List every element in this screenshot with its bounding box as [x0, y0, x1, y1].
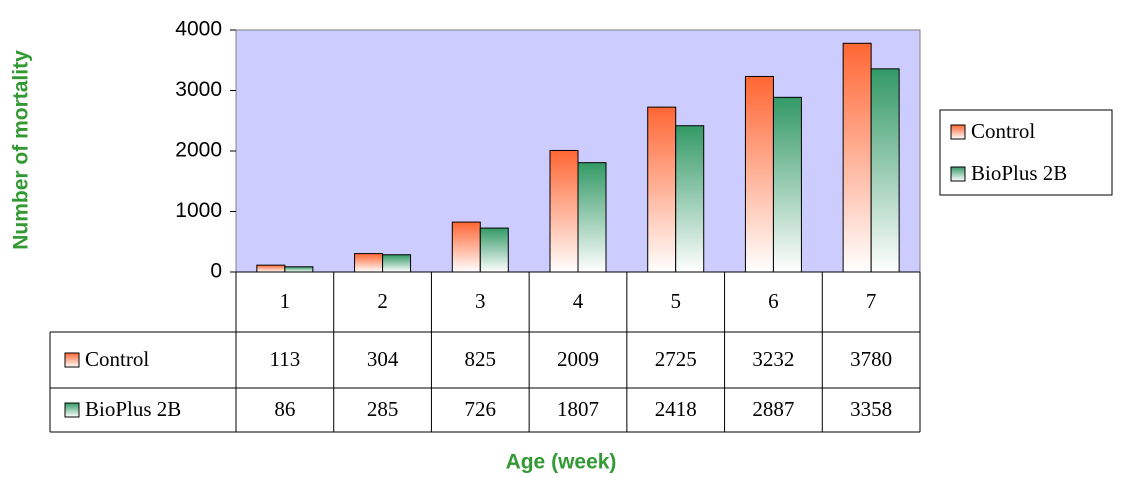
table-value: 2418 — [655, 397, 697, 421]
x-tick-label: 3 — [475, 289, 486, 313]
bar — [744, 75, 774, 273]
table-value: 2725 — [655, 347, 697, 371]
y-tick-label: 3000 — [175, 78, 222, 101]
y-tick-label: 1000 — [175, 199, 222, 222]
legend-label: Control — [971, 119, 1035, 143]
table-value: 2887 — [752, 397, 794, 421]
y-tick-label: 0 — [210, 260, 222, 283]
bar — [647, 106, 677, 273]
legend-label: BioPlus 2B — [971, 161, 1067, 185]
table-row-label: BioPlus 2B — [85, 397, 181, 421]
table-value: 825 — [465, 347, 497, 371]
bar — [479, 227, 509, 273]
bar — [549, 149, 579, 273]
bar — [577, 162, 607, 273]
x-tick-label: 6 — [768, 289, 779, 313]
bar — [675, 125, 705, 273]
x-tick-label: 5 — [670, 289, 681, 313]
legend-key — [64, 402, 80, 418]
bar — [284, 266, 314, 273]
table-row-label: Control — [85, 347, 149, 371]
table-value: 1807 — [557, 397, 599, 421]
legend-key — [950, 166, 966, 182]
table-value: 726 — [465, 397, 497, 421]
y-tick-label: 2000 — [175, 139, 222, 162]
y-axis-label: Number of mortality — [10, 50, 33, 250]
bar — [870, 68, 900, 273]
x-tick-label: 4 — [573, 289, 584, 313]
legend-box — [939, 109, 1113, 196]
legend-key — [950, 124, 966, 140]
y-tick-label: 4000 — [175, 18, 222, 41]
table-value: 86 — [274, 397, 295, 421]
bar — [382, 254, 412, 273]
table-value: 3780 — [850, 347, 892, 371]
bar — [451, 221, 481, 273]
table-value: 3358 — [850, 397, 892, 421]
table-value: 304 — [367, 347, 399, 371]
table-value: 3232 — [752, 347, 794, 371]
x-tick-label: 2 — [377, 289, 388, 313]
x-tick-label: 1 — [280, 289, 291, 313]
bar — [256, 264, 286, 273]
table-value: 285 — [367, 397, 399, 421]
x-axis-label: Age (week) — [506, 451, 617, 474]
bar — [772, 96, 802, 273]
x-tick-label: 7 — [866, 289, 877, 313]
legend-key — [64, 352, 80, 368]
bar — [354, 253, 384, 273]
bar — [842, 42, 872, 273]
table-value: 113 — [269, 347, 300, 371]
table-value: 2009 — [557, 347, 599, 371]
